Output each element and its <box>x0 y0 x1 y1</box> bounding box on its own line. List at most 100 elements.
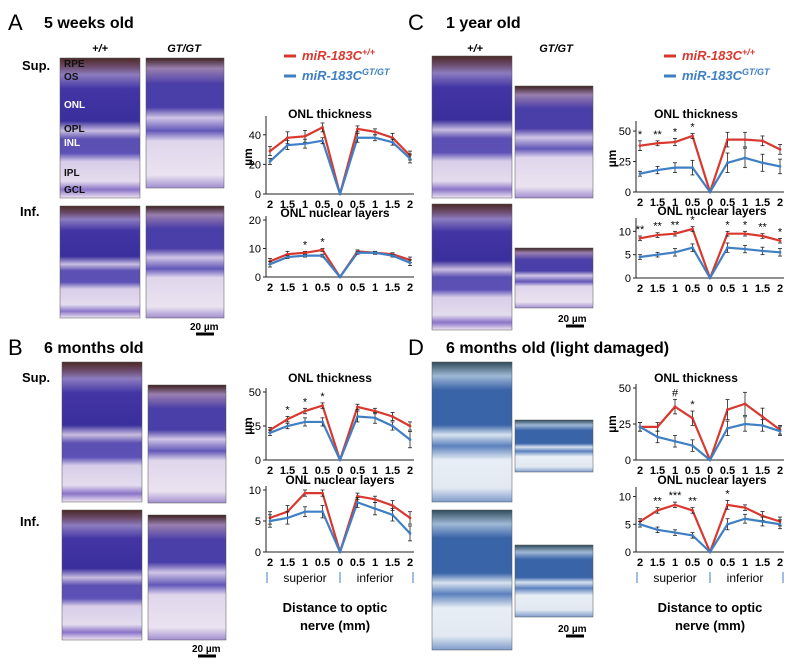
micrograph-a-wt-inf <box>59 205 141 319</box>
row-label-superior-b: Sup. <box>22 370 50 385</box>
x-tick-label: 2 <box>637 557 643 569</box>
x-tick-label: 1 <box>372 465 378 477</box>
y-tick-label: 5 <box>625 250 631 262</box>
layer-label-inl: INL <box>64 138 80 149</box>
region-label-superior-b: superior <box>283 571 326 585</box>
data-point-wt <box>778 239 782 243</box>
data-point-ko <box>656 435 659 439</box>
significance-marker: ** <box>636 224 645 236</box>
data-point-wt <box>356 127 359 131</box>
y-tick-label: 5 <box>625 519 631 531</box>
data-point-ko <box>673 250 677 254</box>
data-point-wt <box>373 409 377 413</box>
data-point-ko <box>286 255 289 259</box>
data-point-ko <box>726 246 729 250</box>
x-tick-label: 0 <box>707 557 713 569</box>
y-tick-label: 25 <box>619 157 631 169</box>
data-point-ko <box>656 528 659 532</box>
data-point-ko <box>708 458 712 462</box>
data-point-ko <box>638 255 642 259</box>
y-tick-label: 10 <box>249 485 261 497</box>
data-point-ko <box>778 165 782 168</box>
data-point-wt <box>321 248 324 252</box>
data-point-ko <box>286 516 289 520</box>
data-point-ko <box>778 250 782 254</box>
chart-a1: ONL thickness 0 20 40 µm 2 1.5 1 0.5 0 0.5 1 1.5 2 <box>241 107 414 211</box>
row-label-inferior-a: Inf. <box>20 204 40 219</box>
data-point-wt <box>391 504 394 507</box>
layer-label-rpe: RPE <box>64 59 85 70</box>
data-point-wt <box>638 144 642 148</box>
data-point-ko <box>268 519 272 523</box>
x-tick-label: 0 <box>707 197 713 209</box>
data-point-wt <box>726 503 729 507</box>
x-tick-label: 2 <box>407 465 413 477</box>
data-point-ko <box>726 426 729 430</box>
micrograph-a-wt-sup <box>59 57 141 199</box>
significance-marker: * <box>778 226 783 238</box>
x-tick-label: 2 <box>637 197 643 209</box>
layer-label-os: OS <box>64 72 79 83</box>
data-point-wt <box>673 405 677 409</box>
data-point-wt <box>656 141 659 145</box>
y-tick-label: 25 <box>249 421 261 433</box>
y-tick-label: 50 <box>249 387 261 399</box>
y-tick-label: 20 <box>249 159 261 171</box>
data-point-ko <box>408 261 412 265</box>
x-tick-label: 1.5 <box>280 282 295 294</box>
data-point-wt <box>691 227 694 231</box>
data-point-ko <box>268 262 272 266</box>
data-point-ko <box>373 416 377 420</box>
data-point-wt <box>286 417 289 421</box>
x-tick-label: 2 <box>407 199 413 211</box>
data-point-wt <box>656 425 659 429</box>
x-tick-label: 1 <box>372 557 378 569</box>
y-tick-label: 0 <box>625 273 631 285</box>
x-tick-label: 1 <box>672 283 678 295</box>
x-tick-label: 2 <box>267 199 273 211</box>
data-point-wt <box>743 506 747 510</box>
y-tick-label: 0 <box>625 455 631 467</box>
data-point-wt <box>761 234 764 238</box>
significance-marker: * <box>673 126 678 138</box>
x-tick-label: 2 <box>777 197 783 209</box>
x-tick-label: 0.5 <box>720 197 735 209</box>
y-tick-label: 0 <box>625 547 631 559</box>
data-point-ko <box>778 429 782 433</box>
data-point-wt <box>638 236 642 240</box>
data-point-wt <box>321 126 324 129</box>
data-point-wt <box>743 232 747 236</box>
data-point-wt <box>286 136 289 140</box>
data-point-wt <box>691 416 694 420</box>
micrograph-b-wt-inf <box>61 509 143 641</box>
y-tick-label: 25 <box>619 419 631 431</box>
data-point-ko <box>338 458 342 462</box>
data-point-wt <box>743 402 747 406</box>
x-tick-label: 1.5 <box>385 199 400 211</box>
micrograph-c-ko-sup <box>514 85 594 199</box>
data-point-wt <box>656 509 659 512</box>
data-point-wt <box>268 149 272 153</box>
significance-marker: ** <box>653 221 662 233</box>
x-tick-label: 2 <box>407 557 413 569</box>
micrograph-d-wt-sup <box>431 361 513 503</box>
data-point-ko <box>321 139 324 143</box>
x-tick-label: 0.5 <box>350 465 365 477</box>
x-axis-title-line2-d: nerve (mm) <box>675 618 745 633</box>
x-tick-label: 2 <box>267 557 273 569</box>
x-tick-label: 1 <box>302 282 308 294</box>
data-point-ko <box>373 251 377 255</box>
micrograph-c-ko-inf <box>514 247 594 309</box>
data-point-ko <box>356 415 359 418</box>
panel-title-d: 6 months old (light damaged) <box>446 340 669 357</box>
layer-label-gcl: GCL <box>64 185 85 196</box>
y-tick-label: 50 <box>619 126 631 138</box>
x-tick-label: 1.5 <box>755 465 770 477</box>
x-tick-label: 1.5 <box>755 197 770 209</box>
significance-marker: * <box>320 391 325 403</box>
data-point-ko <box>321 254 324 258</box>
x-tick-label: 2 <box>777 557 783 569</box>
